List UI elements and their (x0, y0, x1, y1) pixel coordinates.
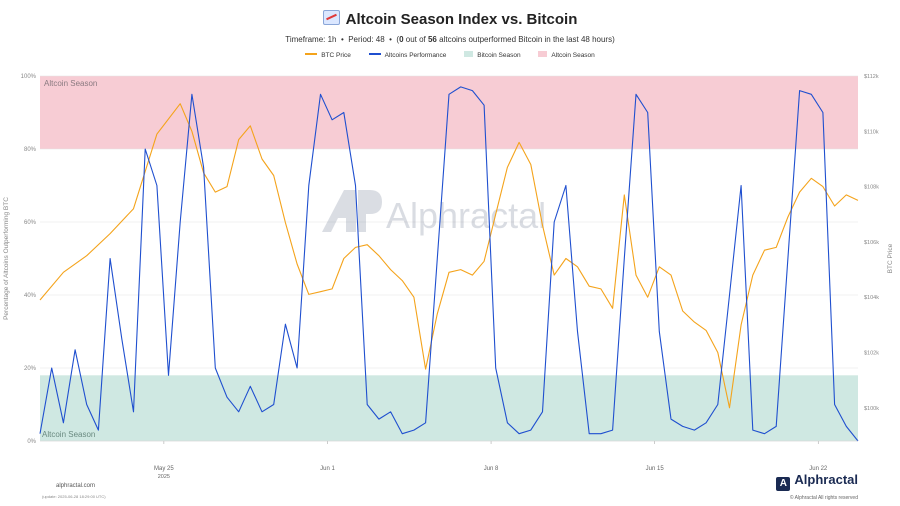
y-right-tick-label: $108k (864, 185, 879, 191)
brand-logo-icon: A (776, 477, 791, 491)
y-right-tick-label: $110k (864, 129, 879, 135)
x-tick-sublabel: 2025 (158, 474, 170, 480)
y-left-tick-label: 60% (24, 220, 37, 226)
band-label-bottom: Altcoin Season (42, 430, 95, 439)
y-left-tick-label: 0% (27, 439, 36, 445)
chart-subtitle: Timeframe: 1h • Period: 48 • (0 out of 5… (285, 35, 615, 44)
band-label-top: Altcoin Season (44, 79, 97, 88)
legend-label-alt-season: Altcoin Season (551, 52, 595, 59)
legend-item-alt[interactable]: Altcoins Performance (368, 52, 447, 59)
y-left-tick-label: 20% (24, 366, 37, 372)
legend-item-btc[interactable]: BTC Price (305, 52, 351, 59)
legend-label-alt: Altcoins Performance (384, 52, 447, 59)
legend-swatch-alt-season (538, 51, 548, 57)
y-right-tick-label: $106k (864, 240, 879, 246)
subtitle-timeframe: Timeframe: 1h (285, 35, 337, 44)
legend-item-btc-season[interactable]: Bitcoin Season (464, 51, 521, 59)
x-tick-label: May 25 (154, 466, 174, 472)
subtitle-period: Period: 48 (348, 35, 385, 44)
x-tick-label: Jun 22 (809, 466, 828, 472)
chart-emoji-icon (322, 10, 340, 25)
footer-site: alphractal.com (56, 483, 96, 489)
watermark-text: Alphractal (386, 195, 546, 236)
altcoin-season-band (40, 76, 858, 149)
subtitle-total: 56 (427, 35, 437, 44)
watermark-logo-icon (358, 190, 382, 232)
legend-swatch-btc (305, 53, 318, 55)
subtitle-mid: out of (403, 35, 428, 44)
footer-copyright: © Alphractal All rights reserved (789, 495, 858, 501)
brand-name: Alphractal (794, 472, 858, 487)
series-line-altcoins-performance (39, 86, 859, 442)
y-right-tick-label: $112k (864, 74, 879, 80)
x-tick-label: Jun 8 (484, 466, 499, 472)
bitcoin-season-band (40, 375, 858, 441)
chart-title: Altcoin Season Index vs. Bitcoin (0, 10, 900, 28)
subtitle-open: ( (396, 35, 400, 44)
y-left-tick-label: 80% (24, 147, 37, 153)
y-right-tick-label: $102k (864, 351, 879, 357)
chart-title-text: Altcoin Season Index vs. Bitcoin (345, 11, 578, 28)
footer-brand: A Alphractal (776, 472, 858, 491)
footer-update: (update: 2025-06-28 18:29:00 UTC) (42, 494, 106, 499)
y-right-axis-title: BTC Price (887, 243, 894, 273)
legend-swatch-btc-season (464, 51, 474, 57)
x-tick-label: Jun 1 (320, 466, 335, 472)
y-right-tick-label: $100k (864, 406, 879, 412)
y-left-tick-label: 100% (21, 74, 37, 80)
legend-label-btc: BTC Price (321, 52, 351, 59)
y-left-axis-title: Percentage of Altcoins Outperforming BTC (3, 197, 10, 320)
subtitle-end: altcoins outperformed Bitcoin in the las… (436, 35, 615, 44)
series-line-btc-price (39, 103, 859, 409)
legend-swatch-alt (368, 53, 381, 55)
y-left-tick-label: 40% (24, 293, 37, 299)
subtitle-count: 0 (399, 35, 404, 44)
y-right-tick-label: $104k (864, 295, 879, 301)
chart-legend: BTC Price Altcoins Performance Bitcoin S… (0, 51, 900, 59)
legend-item-alt-season[interactable]: Altcoin Season (538, 51, 595, 59)
watermark-logo-icon (322, 190, 356, 232)
legend-label-btc-season: Bitcoin Season (477, 52, 521, 59)
x-tick-label: Jun 15 (646, 466, 665, 472)
